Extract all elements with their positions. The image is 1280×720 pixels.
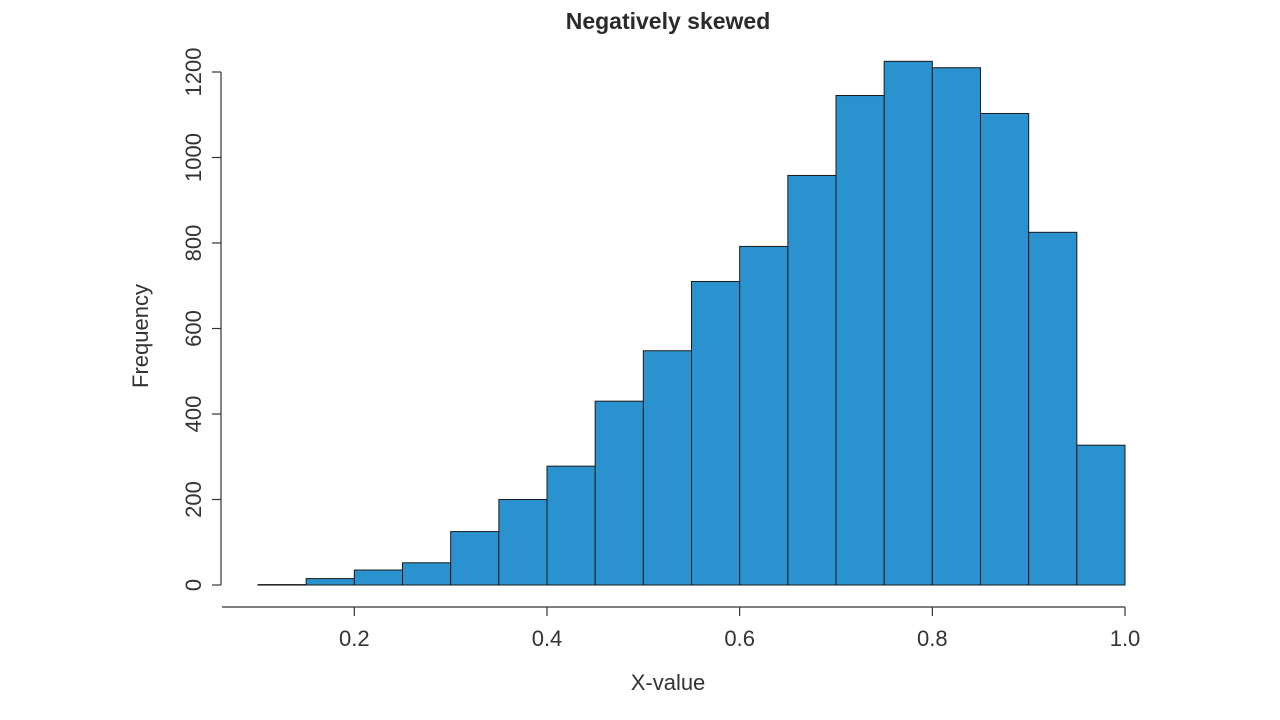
- histogram-bar: [835, 95, 885, 586]
- x-tick-label: 0.8: [917, 626, 948, 651]
- y-tick-label: 1200: [181, 48, 206, 97]
- histogram-bar: [787, 174, 837, 586]
- histogram-bar: [498, 499, 548, 586]
- histogram-bar: [305, 578, 355, 586]
- histogram-bar: [546, 465, 596, 586]
- y-tick-label: 400: [181, 396, 206, 433]
- y-tick-label: 200: [181, 481, 206, 518]
- histogram-bar: [1076, 444, 1126, 586]
- x-tick-label: 0.2: [339, 626, 370, 651]
- histogram-bar: [691, 280, 741, 586]
- histogram-bar: [402, 562, 452, 586]
- histogram-bar: [594, 400, 644, 586]
- y-tick-label: 600: [181, 310, 206, 347]
- histogram-bar: [1028, 231, 1078, 586]
- y-axis: 0 200 400 600 800 1000 1200: [181, 48, 222, 591]
- x-tick-label: 0.6: [724, 626, 755, 651]
- histogram-bar: [257, 584, 307, 586]
- histogram-bar: [450, 531, 500, 586]
- x-axis-label: X-value: [631, 670, 706, 695]
- chart-title: Negatively skewed: [566, 8, 771, 34]
- y-tick-label: 1000: [181, 133, 206, 182]
- bars-group: [257, 60, 1126, 586]
- x-tick-label: 0.4: [532, 626, 563, 651]
- histogram-bar: [883, 60, 933, 586]
- x-axis: 0.2 0.4 0.6 0.8 1.0: [222, 606, 1141, 651]
- histogram-bar: [739, 245, 789, 586]
- histogram-bar: [353, 569, 404, 586]
- x-tick-label: 1.0: [1110, 626, 1141, 651]
- histogram-bar: [980, 112, 1030, 586]
- histogram-bar: [931, 67, 981, 586]
- y-axis-label: Frequency: [128, 284, 153, 388]
- histogram-bar: [642, 350, 692, 586]
- y-tick-label: 800: [181, 225, 206, 262]
- y-tick-label: 0: [181, 579, 206, 591]
